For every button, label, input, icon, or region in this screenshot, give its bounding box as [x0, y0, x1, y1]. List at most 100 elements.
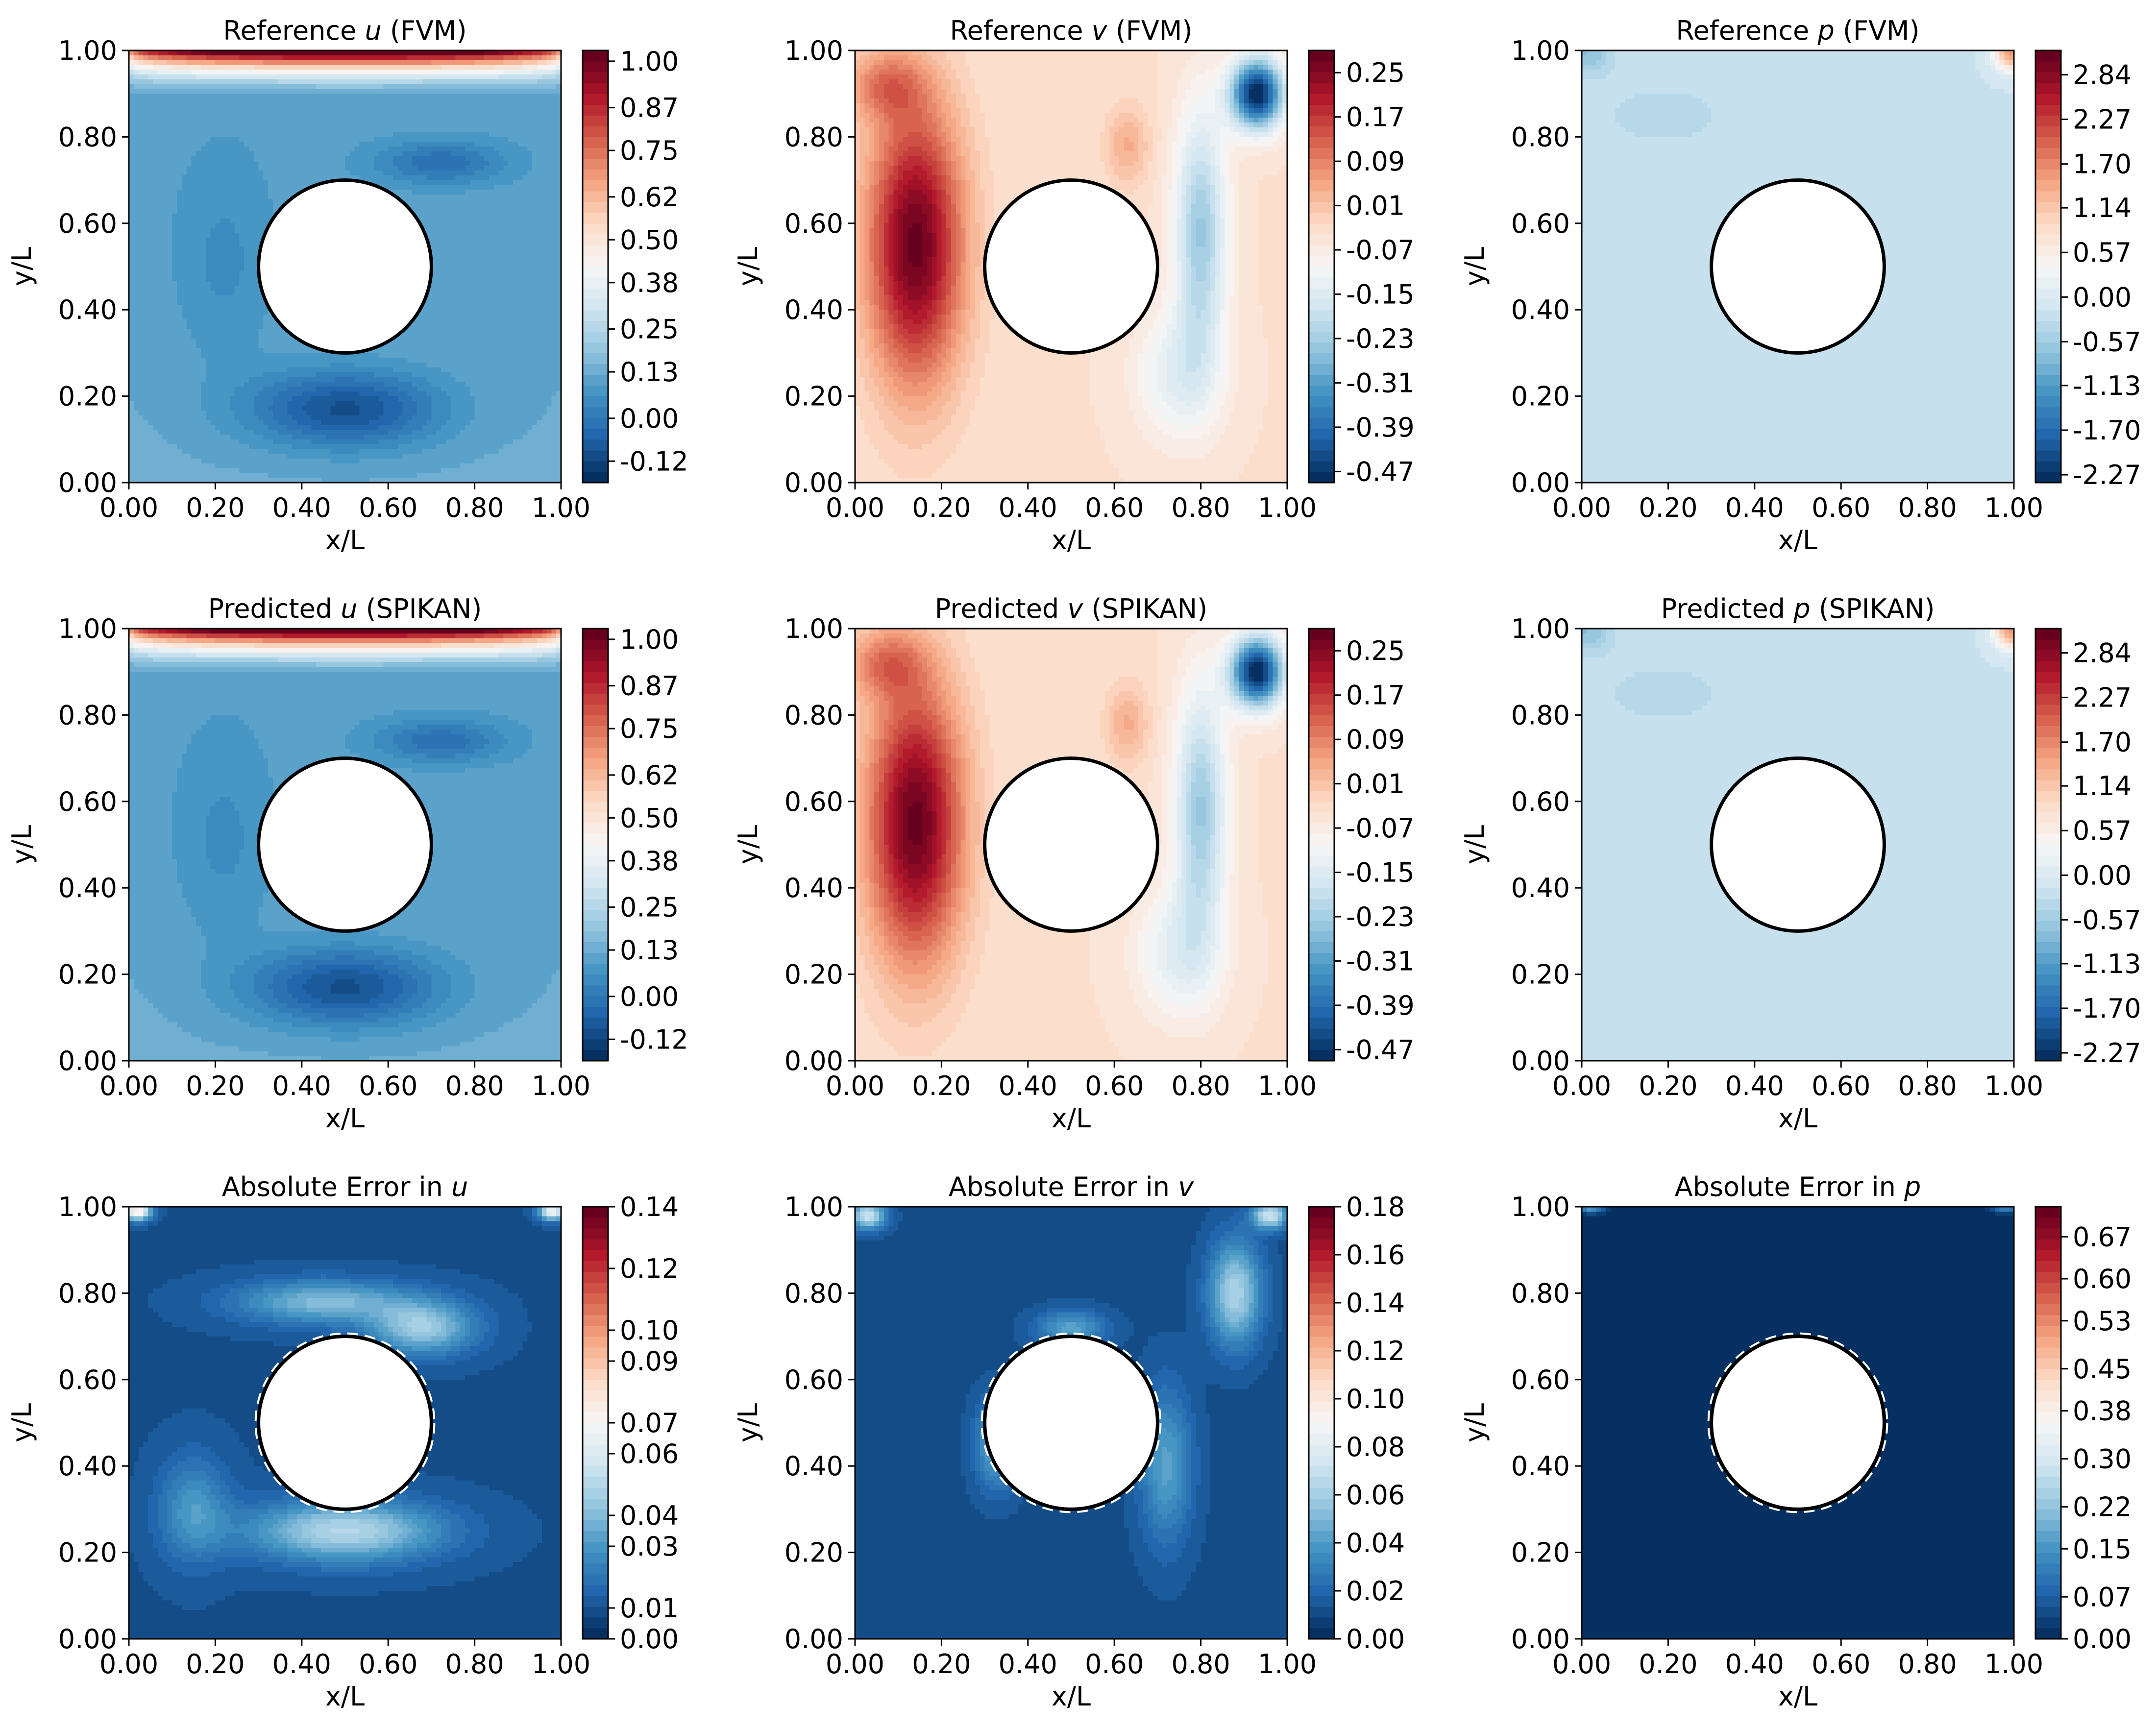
heatmap-cell: [268, 94, 273, 98]
heatmap-cell: [177, 74, 182, 79]
heatmap-cell: [479, 151, 484, 156]
heatmap-cell: [393, 137, 398, 142]
heatmap-cell: [191, 74, 196, 79]
heatmap-cell: [153, 103, 158, 108]
heatmap-cell: [287, 55, 292, 60]
heatmap-cell: [412, 55, 417, 60]
heatmap-cell: [441, 79, 446, 84]
heatmap-cell: [398, 118, 403, 122]
heatmap-cell: [220, 132, 225, 137]
heatmap-cell: [532, 74, 537, 79]
heatmap-cell: [479, 122, 484, 127]
heatmap-cell: [278, 137, 283, 142]
heatmap-cell: [201, 50, 206, 55]
heatmap-cell: [273, 127, 278, 132]
heatmap-cell: [537, 113, 542, 118]
heatmap-cell: [451, 94, 456, 98]
heatmap-cell: [172, 127, 177, 132]
heatmap-cell: [523, 142, 528, 146]
heatmap-cell: [297, 94, 302, 98]
heatmap-cell: [211, 74, 216, 79]
heatmap-cell: [417, 151, 422, 156]
heatmap-cell: [417, 146, 422, 151]
heatmap-cell: [551, 142, 556, 146]
heatmap-cell: [268, 142, 273, 146]
heatmap-cell: [484, 55, 489, 60]
heatmap-cell: [187, 118, 192, 122]
heatmap-cell: [331, 137, 336, 142]
heatmap-cell: [407, 122, 412, 127]
heatmap-cell: [335, 127, 340, 132]
heatmap-cell: [273, 70, 278, 74]
heatmap-cell: [191, 118, 196, 122]
heatmap-cell: [254, 94, 259, 98]
heatmap-cell: [513, 74, 518, 79]
heatmap-cell: [206, 50, 211, 55]
heatmap-cell: [316, 60, 321, 65]
heatmap-cell: [427, 137, 432, 142]
heatmap-cell: [297, 103, 302, 108]
heatmap-cell: [191, 65, 196, 70]
heatmap-cell: [417, 132, 422, 137]
heatmap-cell: [441, 50, 446, 55]
heatmap-cell: [527, 108, 532, 113]
heatmap-cell: [177, 103, 182, 108]
heatmap-cell: [182, 55, 187, 60]
heatmap-cell: [359, 137, 364, 142]
heatmap-cell: [383, 74, 388, 79]
heatmap-cell: [335, 113, 340, 118]
heatmap-cell: [220, 94, 225, 98]
heatmap-cell: [484, 122, 489, 127]
heatmap-cell: [139, 70, 144, 74]
heatmap-cell: [215, 60, 220, 65]
heatmap-cell: [484, 118, 489, 122]
heatmap-cell: [143, 79, 148, 84]
heatmap-cell: [134, 79, 139, 84]
heatmap-cell: [167, 127, 172, 132]
heatmap-cell: [201, 70, 206, 74]
heatmap-cell: [321, 65, 326, 70]
heatmap-cell: [206, 137, 211, 142]
heatmap-cell: [331, 113, 336, 118]
heatmap-cell: [383, 70, 388, 74]
heatmap-cell: [551, 146, 556, 151]
heatmap-cell: [249, 89, 254, 94]
heatmap-cell: [374, 74, 379, 79]
heatmap-cell: [345, 118, 350, 122]
heatmap-cell: [407, 146, 412, 151]
heatmap-cell: [547, 74, 552, 79]
heatmap-cell: [191, 94, 196, 98]
heatmap-cell: [513, 137, 518, 142]
heatmap-cell: [542, 89, 547, 94]
heatmap-cell: [383, 122, 388, 127]
heatmap-cell: [470, 103, 475, 108]
heatmap-cell: [388, 98, 393, 103]
heatmap-cell: [403, 98, 408, 103]
heatmap-cell: [465, 84, 470, 89]
heatmap-cell: [475, 146, 480, 151]
heatmap-cell: [297, 70, 302, 74]
heatmap-cell: [542, 132, 547, 137]
heatmap-cell: [527, 122, 532, 127]
heatmap-cell: [230, 65, 235, 70]
heatmap-cell: [225, 146, 230, 151]
heatmap-cell: [518, 70, 523, 74]
heatmap-cell: [523, 55, 528, 60]
heatmap-cell: [451, 60, 456, 65]
heatmap-cell: [470, 132, 475, 137]
heatmap-cell: [412, 50, 417, 55]
heatmap-cell: [475, 137, 480, 142]
heatmap-cell: [355, 94, 360, 98]
heatmap-cell: [220, 137, 225, 142]
heatmap-cell: [393, 55, 398, 60]
heatmap-cell: [345, 55, 350, 60]
heatmap-cell: [379, 122, 384, 127]
heatmap-cell: [479, 55, 484, 60]
heatmap-cell: [139, 103, 144, 108]
heatmap-cell: [532, 50, 537, 55]
heatmap-cell: [503, 50, 508, 55]
heatmap-cell: [148, 70, 153, 74]
heatmap-cell: [196, 98, 201, 103]
heatmap-cell: [196, 113, 201, 118]
